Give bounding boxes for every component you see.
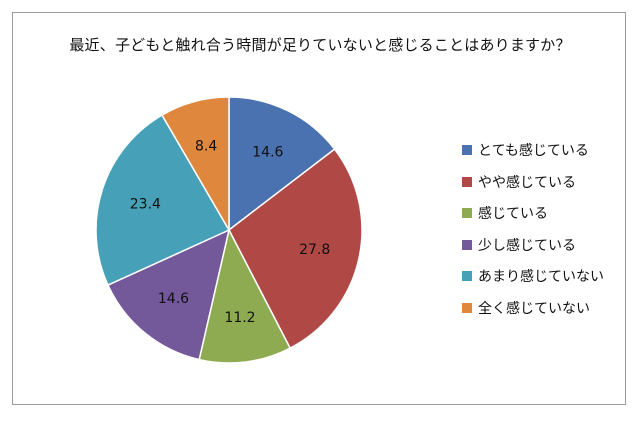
legend-item-1: とても感じている bbox=[462, 140, 589, 160]
legend-swatch bbox=[462, 302, 472, 313]
legend-swatch bbox=[462, 176, 472, 187]
legend-item-6: 全く感じていない bbox=[462, 298, 590, 318]
legend-swatch bbox=[462, 239, 472, 250]
pie-slice-4 bbox=[106, 228, 231, 361]
data-label-2: 27.8 bbox=[299, 242, 330, 258]
legend-label: あまり感じていない bbox=[478, 269, 604, 285]
legend-item-4: 少し感じている bbox=[462, 235, 576, 255]
data-label-1: 14.6 bbox=[252, 144, 283, 160]
legend-label: やや感じている bbox=[478, 174, 576, 191]
chart-title: 最近、子どもと触れ合う時間が足りていないと感じることはありますか？ bbox=[69, 36, 571, 54]
pie-slices bbox=[95, 96, 363, 364]
data-label-4: 14.6 bbox=[158, 291, 189, 307]
legend-label: 全く感じていない bbox=[478, 300, 590, 317]
pie-slice-6 bbox=[160, 96, 230, 233]
legend-label: とても感じている bbox=[478, 143, 589, 159]
legend-item-2: やや感じている bbox=[462, 172, 576, 192]
pie-slice-1 bbox=[228, 96, 336, 232]
data-label-3: 11.2 bbox=[224, 310, 255, 326]
data-label-5: 23.4 bbox=[130, 196, 161, 212]
legend-swatch bbox=[462, 145, 472, 155]
legend-label: 少し感じている bbox=[478, 237, 576, 254]
legend-item-5: あまり感じていない bbox=[462, 266, 604, 286]
legend-label: 感じている bbox=[478, 206, 548, 222]
pie-data-labels: 14.6 27.8 11.2 14.6 23.4 8.4 bbox=[130, 138, 330, 326]
legend-swatch bbox=[462, 208, 472, 218]
pie-slice-5 bbox=[95, 114, 231, 287]
legend-swatch bbox=[462, 271, 472, 281]
data-label-6: 8.4 bbox=[195, 138, 217, 154]
legend-item-3: 感じている bbox=[462, 203, 548, 223]
pie-slice-2 bbox=[228, 148, 363, 350]
